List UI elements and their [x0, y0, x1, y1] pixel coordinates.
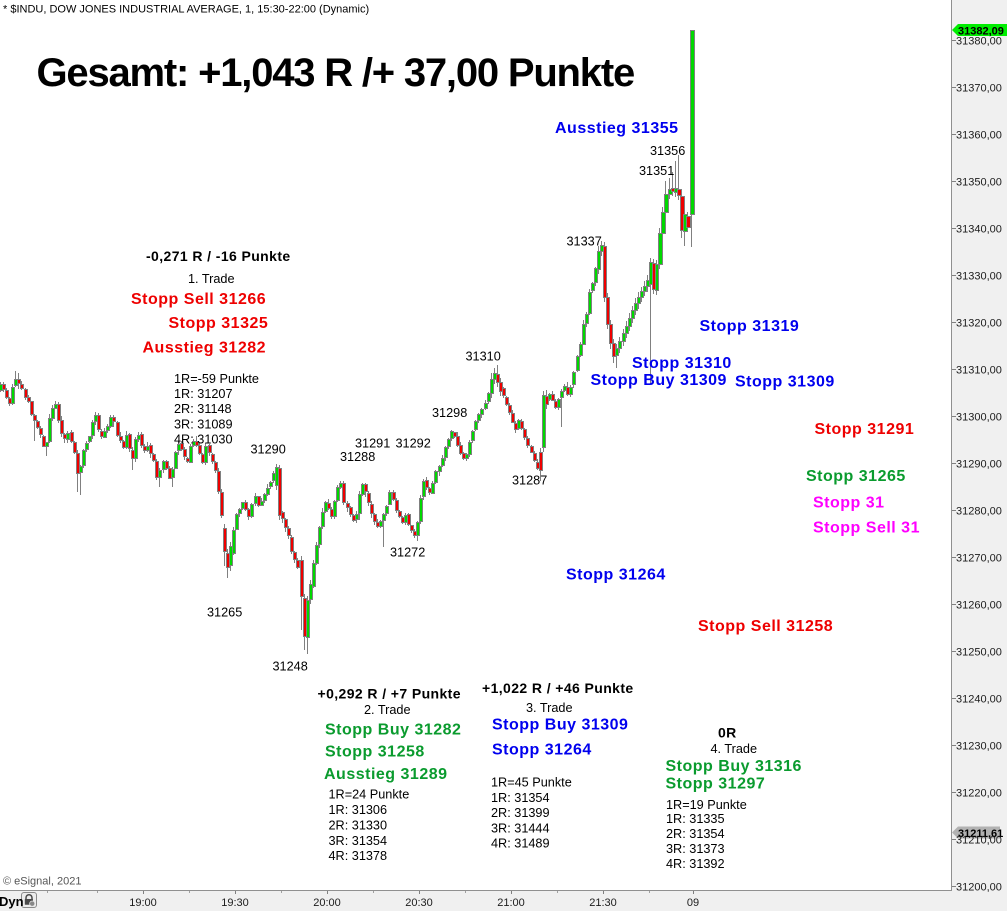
svg-text:31337: 31337: [567, 235, 602, 249]
svg-text:31380,00: 31380,00: [956, 35, 1002, 47]
svg-text:Stopp 31264: Stopp 31264: [566, 567, 666, 584]
svg-text:Ausstieg 31355: Ausstieg 31355: [555, 120, 679, 137]
svg-text:Stopp 31325: Stopp 31325: [169, 315, 269, 332]
svg-text:31287: 31287: [512, 474, 547, 488]
svg-text:+0,292 R / +7 Punkte: +0,292 R / +7 Punkte: [318, 686, 461, 702]
svg-text:09: 09: [687, 897, 699, 909]
svg-text:31211,61: 31211,61: [958, 828, 1003, 840]
svg-text:31360,00: 31360,00: [956, 129, 1002, 141]
svg-text:Stopp Buy 31316: Stopp Buy 31316: [666, 758, 802, 775]
svg-text:0R: 0R: [718, 725, 737, 741]
svg-text:2R: 31399: 2R: 31399: [491, 806, 550, 820]
svg-text:31351: 31351: [639, 164, 674, 178]
svg-text:31240,00: 31240,00: [956, 693, 1002, 705]
svg-text:Gesamt: +1,043 R /+ 37,00 Punk: Gesamt: +1,043 R /+ 37,00 Punkte: [37, 51, 635, 95]
svg-text:Stopp 31291: Stopp 31291: [815, 421, 915, 438]
svg-text:2R: 31330: 2R: 31330: [329, 819, 388, 833]
svg-text:31382,09: 31382,09: [958, 26, 1004, 38]
svg-text:19:30: 19:30: [221, 897, 249, 909]
svg-text:Dyn: Dyn: [0, 894, 24, 909]
svg-text:Stopp Buy 31309: Stopp Buy 31309: [591, 372, 727, 389]
svg-text:Stopp Sell 31266: Stopp Sell 31266: [131, 291, 266, 308]
svg-text:31200,00: 31200,00: [956, 881, 1002, 893]
svg-text:Stopp Buy 31309: Stopp Buy 31309: [492, 717, 628, 734]
svg-text:2R: 31354: 2R: 31354: [666, 827, 725, 841]
svg-text:31288: 31288: [340, 450, 375, 464]
svg-text:1R=45 Punkte: 1R=45 Punkte: [491, 776, 572, 790]
svg-text:1R=19 Punkte: 1R=19 Punkte: [666, 798, 747, 812]
svg-text:31270,00: 31270,00: [956, 552, 1002, 564]
svg-text:31250,00: 31250,00: [956, 646, 1002, 658]
svg-text:31290: 31290: [251, 443, 286, 457]
svg-text:* $INDU, DOW JONES INDUSTRIAL: * $INDU, DOW JONES INDUSTRIAL AVERAGE, 1…: [3, 4, 369, 16]
svg-text:+1,022 R / +46 Punkte: +1,022 R / +46 Punkte: [482, 680, 634, 696]
svg-text:2. Trade: 2. Trade: [364, 703, 411, 717]
svg-text:Stopp 31319: Stopp 31319: [700, 318, 800, 335]
svg-text:20:00: 20:00: [313, 897, 341, 909]
svg-text:Stopp 31309: Stopp 31309: [735, 374, 835, 391]
svg-text:31310,00: 31310,00: [956, 364, 1002, 376]
svg-text:Stopp Sell 31: Stopp Sell 31: [813, 520, 920, 537]
svg-text:Stopp 31: Stopp 31: [813, 495, 885, 512]
svg-text:31260,00: 31260,00: [956, 599, 1002, 611]
svg-text:1R: 31354: 1R: 31354: [491, 791, 550, 805]
svg-text:1. Trade: 1. Trade: [188, 272, 235, 286]
svg-text:31298: 31298: [432, 406, 467, 420]
svg-text:4. Trade: 4. Trade: [711, 742, 758, 756]
svg-text:Stopp 31297: Stopp 31297: [666, 776, 766, 793]
svg-text:1R=24 Punkte: 1R=24 Punkte: [329, 788, 410, 802]
svg-text:3R: 31354: 3R: 31354: [329, 834, 388, 848]
svg-text:3R: 31444: 3R: 31444: [491, 822, 550, 836]
svg-text:1R=-59 Punkte: 1R=-59 Punkte: [174, 372, 259, 386]
svg-text:1R: 31207: 1R: 31207: [174, 387, 233, 401]
svg-text:© eSignal, 2021: © eSignal, 2021: [3, 876, 81, 888]
svg-text:31310: 31310: [466, 350, 501, 364]
svg-text:31291: 31291: [355, 437, 390, 451]
svg-text:31370,00: 31370,00: [956, 82, 1002, 94]
svg-text:31248: 31248: [273, 660, 308, 674]
svg-text:1R: 31335: 1R: 31335: [666, 812, 725, 826]
svg-text:31280,00: 31280,00: [956, 505, 1002, 517]
svg-text:1R: 31306: 1R: 31306: [329, 803, 388, 817]
svg-text:Stopp Buy 31282: Stopp Buy 31282: [325, 722, 461, 739]
svg-text:21:00: 21:00: [497, 897, 525, 909]
svg-text:Stopp 31258: Stopp 31258: [325, 744, 425, 761]
svg-text:3R: 31089: 3R: 31089: [174, 417, 233, 431]
svg-text:Stopp 31265: Stopp 31265: [806, 468, 906, 485]
svg-text:31210,00: 31210,00: [956, 834, 1002, 846]
svg-text:31340,00: 31340,00: [956, 223, 1002, 235]
svg-text:31220,00: 31220,00: [956, 787, 1002, 799]
svg-text:Ausstieg 31282: Ausstieg 31282: [143, 340, 267, 357]
svg-text:Stopp 31310: Stopp 31310: [632, 355, 732, 372]
svg-text:31350,00: 31350,00: [956, 176, 1002, 188]
svg-text:4R: 31030: 4R: 31030: [174, 432, 233, 446]
svg-text:19:00: 19:00: [129, 897, 157, 909]
svg-text:31265: 31265: [207, 606, 242, 620]
svg-text:3R: 31373: 3R: 31373: [666, 842, 725, 856]
svg-text:31320,00: 31320,00: [956, 317, 1002, 329]
svg-text:Stopp 31264: Stopp 31264: [492, 742, 592, 759]
svg-text:Stopp Sell 31258: Stopp Sell 31258: [698, 618, 833, 635]
svg-text:4R: 31392: 4R: 31392: [666, 857, 725, 871]
svg-text:21:30: 21:30: [589, 897, 617, 909]
svg-text:4R: 31489: 4R: 31489: [491, 837, 550, 851]
svg-text:31230,00: 31230,00: [956, 740, 1002, 752]
svg-text:31330,00: 31330,00: [956, 270, 1002, 282]
svg-text:31356: 31356: [650, 144, 685, 158]
svg-text:4R: 31378: 4R: 31378: [329, 849, 388, 863]
svg-text:31290,00: 31290,00: [956, 458, 1002, 470]
svg-text:20:30: 20:30: [405, 897, 433, 909]
svg-text:31272: 31272: [390, 546, 425, 560]
svg-text:Ausstieg 31289: Ausstieg 31289: [324, 766, 448, 783]
svg-text:31292: 31292: [396, 437, 431, 451]
svg-text:-0,271 R / -16 Punkte: -0,271 R / -16 Punkte: [146, 248, 291, 264]
svg-text:3. Trade: 3. Trade: [526, 701, 573, 715]
svg-text:2R: 31148: 2R: 31148: [174, 402, 232, 416]
svg-text:31300,00: 31300,00: [956, 411, 1002, 423]
